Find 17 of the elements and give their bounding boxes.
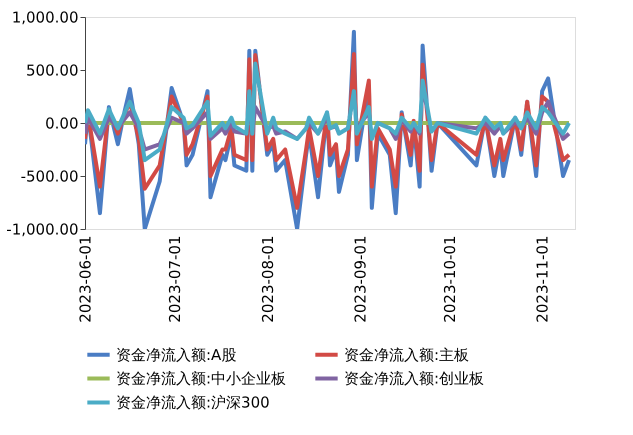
legend-label: 资金净流入额:中小企业板: [116, 370, 286, 388]
y-tick-label: 500.00: [26, 62, 78, 80]
y-tick-label: 0.00: [45, 114, 78, 132]
y-tick-label: -1,000.00: [6, 220, 78, 238]
x-tick-label: 2023-06-01: [76, 236, 94, 323]
x-tick-label: 2023-07-01: [166, 236, 184, 323]
x-tick-label: 2023-09-01: [351, 236, 370, 323]
legend-label: 资金净流入额:创业板: [344, 370, 484, 388]
y-tick-label: 1,000.00: [12, 8, 78, 26]
legend-label: 资金净流入额:主板: [344, 346, 470, 364]
x-tick-label: 2023-11-01: [534, 236, 552, 323]
legend-label: 资金净流入额:A股: [116, 346, 236, 364]
legend-label: 资金净流入额:沪深300: [116, 394, 270, 412]
x-tick-label: 2023-10-01: [441, 236, 460, 323]
x-tick-label: 2023-08-01: [258, 236, 277, 323]
line-series: [85, 62, 572, 162]
y-tick-label: -500.00: [20, 168, 78, 186]
